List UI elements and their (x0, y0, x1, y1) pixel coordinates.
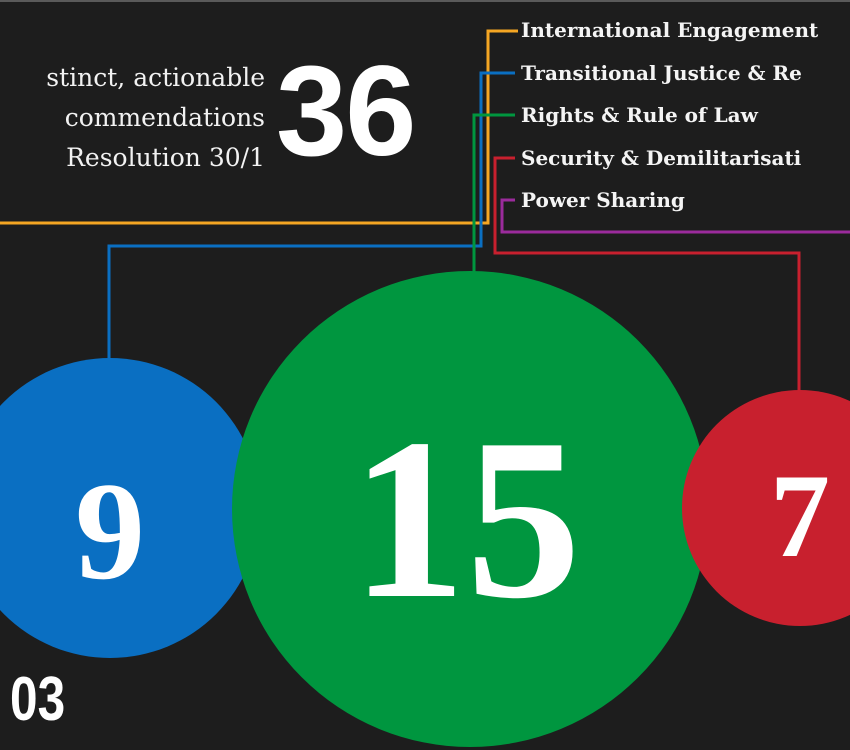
connector-security (493, 156, 801, 400)
legend-item-rights: Rights & Rule of Law (521, 103, 758, 127)
connector-transitional (107, 71, 515, 370)
legend-item-transitional: Transitional Justice & Re (521, 60, 802, 85)
legend-item-international: International Engagement (521, 18, 819, 42)
intro-line: stinct, actionable (46, 63, 265, 92)
bubble-value-security: 7 (770, 449, 830, 582)
top-border (0, 0, 850, 2)
intro-text: stinct, actionable commendations Resolut… (0, 58, 265, 178)
legend-item-security: Security & Demilitarisati (521, 145, 802, 170)
intro-line: commendations (64, 103, 265, 132)
connector-rights (472, 113, 515, 278)
bubble-transitional (0, 358, 260, 658)
legend-item-power: Power Sharing (521, 188, 685, 212)
legend: International Engagement Transitional Ju… (521, 14, 818, 227)
page-number: 03 (10, 665, 66, 734)
total-count: 36 (276, 40, 416, 183)
bubble-value-transitional: 9 (75, 454, 145, 609)
connector-power (500, 198, 850, 234)
intro-line: Resolution 30/1 (66, 143, 265, 172)
bubble-value-rights: 15 (351, 391, 581, 646)
connector-international (0, 29, 518, 225)
bubble-rights (232, 271, 708, 747)
bubble-security (682, 390, 850, 626)
